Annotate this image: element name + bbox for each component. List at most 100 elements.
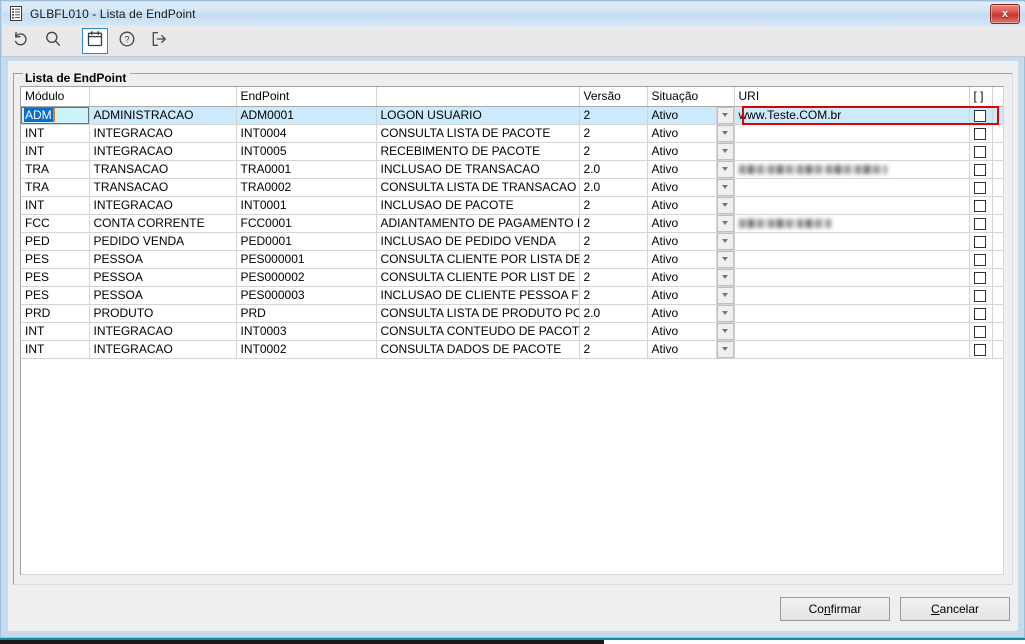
chevron-down-icon[interactable] <box>716 286 734 303</box>
cell-modulo-descricao[interactable]: PESSOA <box>89 268 237 287</box>
cell-endpoint[interactable]: PES000001 <box>236 250 377 269</box>
cell-situacao[interactable]: Ativo <box>647 142 717 161</box>
column-header-checkbox[interactable]: [ ] <box>969 87 993 107</box>
cell-modulo[interactable]: TRA <box>21 160 90 179</box>
row-checkbox[interactable] <box>973 109 986 122</box>
chevron-down-icon[interactable] <box>716 232 734 249</box>
cell-uri[interactable] <box>734 232 970 251</box>
cell-modulo[interactable]: INT <box>21 124 90 143</box>
cell-descricao[interactable]: INCLUSAO DE PEDIDO VENDA <box>376 232 580 251</box>
table-row[interactable]: INT INTEGRACAO INT0005 RECEBIMENTO DE PACOT… <box>21 142 1003 161</box>
cell-situacao[interactable]: Ativo <box>647 106 717 125</box>
row-checkbox[interactable] <box>973 343 986 356</box>
cell-situacao-dropdown[interactable] <box>716 232 735 251</box>
modulo-cell-editor[interactable]: ADM <box>21 106 88 123</box>
cell-checkbox[interactable] <box>969 304 993 323</box>
cell-situacao[interactable]: Ativo <box>647 286 717 305</box>
cell-modulo-descricao[interactable]: TRANSACAO <box>89 178 237 197</box>
cell-uri[interactable] <box>734 196 970 215</box>
row-checkbox[interactable] <box>973 217 986 230</box>
chevron-down-icon[interactable] <box>716 250 734 267</box>
cell-endpoint[interactable]: INT0005 <box>236 142 377 161</box>
table-row[interactable]: INT INTEGRACAO INT0004 CONSULTA LISTA DE PA… <box>21 124 1003 143</box>
cell-versao[interactable]: 2.0 <box>579 304 648 323</box>
table-row[interactable]: PRD PRODUTO PRD CONSULTA LISTA DE PRODUTO P… <box>21 304 1003 323</box>
cell-situacao[interactable]: Ativo <box>647 214 717 233</box>
cell-modulo[interactable]: INT <box>21 340 90 359</box>
cell-versao[interactable]: 2 <box>579 286 648 305</box>
cell-versao[interactable]: 2 <box>579 322 648 341</box>
cell-situacao[interactable]: Ativo <box>647 250 717 269</box>
cell-modulo[interactable]: FCC <box>21 214 90 233</box>
cell-endpoint[interactable]: FCC0001 <box>236 214 377 233</box>
chevron-down-icon[interactable] <box>716 178 734 195</box>
cell-uri[interactable] <box>734 178 970 197</box>
cell-endpoint[interactable]: TRA0001 <box>236 160 377 179</box>
cell-modulo[interactable]: PES <box>21 286 90 305</box>
cell-situacao-dropdown[interactable] <box>716 160 735 179</box>
cell-descricao[interactable]: INCLUSAO DE PACOTE <box>376 196 580 215</box>
endpoint-grid-container[interactable]: Módulo EndPoint Versão Situação URI [ ] … <box>20 86 1004 575</box>
cell-situacao[interactable]: Ativo <box>647 304 717 323</box>
close-button[interactable]: x <box>990 4 1020 24</box>
chevron-down-icon[interactable] <box>716 196 734 213</box>
cell-versao[interactable]: 2 <box>579 106 648 125</box>
row-checkbox[interactable] <box>973 199 986 212</box>
cell-versao[interactable]: 2.0 <box>579 160 648 179</box>
cell-modulo-descricao[interactable]: INTEGRACAO <box>89 124 237 143</box>
cell-descricao[interactable]: CONSULTA CONTEUDO DE PACOTE <box>376 322 580 341</box>
cell-uri[interactable] <box>734 268 970 287</box>
cell-checkbox[interactable] <box>969 196 993 215</box>
cell-situacao-dropdown[interactable] <box>716 286 735 305</box>
cell-uri[interactable] <box>734 214 970 233</box>
row-checkbox[interactable] <box>973 127 986 140</box>
cell-checkbox[interactable] <box>969 268 993 287</box>
cell-endpoint[interactable]: TRA0002 <box>236 178 377 197</box>
cell-versao[interactable]: 2 <box>579 196 648 215</box>
table-row[interactable]: TRA TRANSACAO TRA0001 INCLUSAO DE TRANSACAO… <box>21 160 1003 179</box>
cell-situacao-dropdown[interactable] <box>716 124 735 143</box>
row-checkbox[interactable] <box>973 181 986 194</box>
cell-modulo-descricao[interactable]: INTEGRACAO <box>89 322 237 341</box>
cell-checkbox[interactable] <box>969 178 993 197</box>
cell-checkbox[interactable] <box>969 286 993 305</box>
chevron-down-icon[interactable] <box>716 322 734 339</box>
table-row[interactable]: TRA TRANSACAO TRA0002 CONSULTA LISTA DE TRA… <box>21 178 1003 197</box>
column-header-uri[interactable]: URI <box>734 87 970 107</box>
cell-modulo-descricao[interactable]: CONTA CORRENTE <box>89 214 237 233</box>
cell-modulo-descricao[interactable]: PESSOA <box>89 250 237 269</box>
cell-endpoint[interactable]: PRD <box>236 304 377 323</box>
row-checkbox[interactable] <box>973 163 986 176</box>
cell-versao[interactable]: 2 <box>579 268 648 287</box>
table-row[interactable]: PES PESSOA PES000002 CONSULTA CLIENTE POR L… <box>21 268 1003 287</box>
cell-modulo-descricao[interactable]: INTEGRACAO <box>89 340 237 359</box>
cell-modulo-descricao[interactable]: PEDIDO VENDA <box>89 232 237 251</box>
column-header-endpoint[interactable]: EndPoint <box>236 87 377 107</box>
cell-situacao-dropdown[interactable] <box>716 268 735 287</box>
column-header-situacao[interactable]: Situação <box>647 87 735 107</box>
cell-uri[interactable] <box>734 340 970 359</box>
table-row[interactable]: FCC CONTA CORRENTE FCC0001 ADIANTAMENTO DE … <box>21 214 1003 233</box>
cell-modulo[interactable]: PED <box>21 232 90 251</box>
cell-modulo-descricao[interactable]: INTEGRACAO <box>89 142 237 161</box>
column-header-modulo-desc[interactable] <box>89 87 237 107</box>
cell-endpoint[interactable]: INT0004 <box>236 124 377 143</box>
cell-descricao[interactable]: CONSULTA CLIENTE POR LIST DE CNPJ <box>376 268 580 287</box>
cell-uri[interactable] <box>734 286 970 305</box>
cell-situacao-dropdown[interactable] <box>716 142 735 161</box>
chevron-down-icon[interactable] <box>716 142 734 159</box>
cell-descricao[interactable]: INCLUSAO DE TRANSACAO <box>376 160 580 179</box>
help-button[interactable]: ? <box>114 28 140 54</box>
chevron-down-icon[interactable] <box>716 304 734 321</box>
column-header-modulo[interactable]: Módulo <box>21 87 90 107</box>
cell-checkbox[interactable] <box>969 250 993 269</box>
cell-uri[interactable] <box>734 250 970 269</box>
table-row[interactable]: PED PEDIDO VENDA PED0001 INCLUSAO DE PEDIDO… <box>21 232 1003 251</box>
cell-situacao[interactable]: Ativo <box>647 232 717 251</box>
chevron-down-icon[interactable] <box>716 160 734 177</box>
cell-situacao-dropdown[interactable] <box>716 196 735 215</box>
cell-situacao[interactable]: Ativo <box>647 178 717 197</box>
table-row[interactable]: PES PESSOA PES000003 INCLUSAO DE CLIENTE PE… <box>21 286 1003 305</box>
row-checkbox[interactable] <box>973 289 986 302</box>
